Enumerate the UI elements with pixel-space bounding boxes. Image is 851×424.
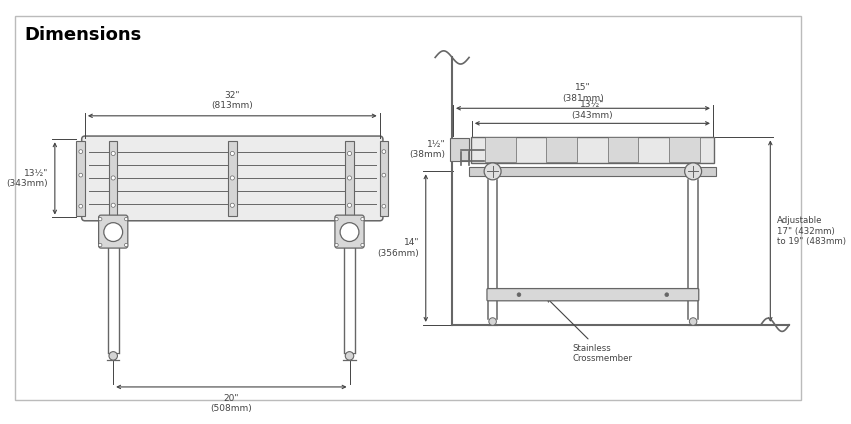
Bar: [471, 137, 714, 163]
Circle shape: [347, 151, 351, 156]
Circle shape: [79, 173, 83, 177]
Bar: [546, 137, 577, 162]
Text: 20"
(508mm): 20" (508mm): [210, 393, 252, 413]
Circle shape: [665, 293, 669, 296]
Bar: [228, 141, 237, 216]
FancyBboxPatch shape: [99, 215, 128, 248]
Text: 1½"
(38mm): 1½" (38mm): [409, 140, 446, 159]
Bar: [77, 141, 85, 216]
Circle shape: [79, 150, 83, 153]
Circle shape: [347, 176, 351, 180]
Text: Adjustable
17" (432mm)
to 19" (483mm): Adjustable 17" (432mm) to 19" (483mm): [777, 216, 846, 246]
Bar: [450, 138, 469, 161]
Bar: [346, 141, 354, 216]
Circle shape: [79, 204, 83, 208]
Circle shape: [231, 151, 234, 156]
Text: Dimensions: Dimensions: [25, 26, 142, 45]
Circle shape: [361, 218, 364, 221]
Circle shape: [111, 203, 115, 207]
Circle shape: [99, 243, 102, 247]
FancyBboxPatch shape: [335, 215, 364, 248]
Circle shape: [347, 203, 351, 207]
Bar: [469, 167, 716, 176]
Bar: [608, 137, 638, 162]
FancyBboxPatch shape: [487, 289, 699, 301]
Circle shape: [382, 204, 386, 208]
Circle shape: [334, 218, 338, 221]
Circle shape: [231, 176, 234, 180]
FancyBboxPatch shape: [82, 136, 383, 221]
Text: 32"
(813mm): 32" (813mm): [211, 91, 254, 110]
Bar: [669, 137, 700, 162]
Circle shape: [109, 351, 117, 360]
Circle shape: [231, 203, 234, 207]
Circle shape: [488, 318, 496, 325]
Circle shape: [124, 243, 128, 247]
Circle shape: [99, 218, 102, 221]
Circle shape: [111, 176, 115, 180]
Circle shape: [334, 243, 338, 247]
Circle shape: [685, 163, 701, 180]
Circle shape: [689, 318, 697, 325]
Circle shape: [382, 150, 386, 153]
Text: Stainless
Crossmember: Stainless Crossmember: [547, 298, 632, 363]
Bar: [485, 137, 516, 162]
Circle shape: [517, 293, 521, 296]
Circle shape: [361, 243, 364, 247]
Bar: [380, 141, 388, 216]
Circle shape: [104, 223, 123, 242]
Text: 14"
(356mm): 14" (356mm): [378, 238, 420, 258]
Circle shape: [484, 163, 501, 180]
Text: 13½"
(343mm): 13½" (343mm): [7, 169, 49, 188]
Circle shape: [382, 173, 386, 177]
Circle shape: [124, 218, 128, 221]
Circle shape: [111, 151, 115, 156]
Circle shape: [346, 351, 354, 360]
Circle shape: [340, 223, 359, 242]
Text: 13½"
(343mm): 13½" (343mm): [572, 100, 614, 120]
Bar: [109, 141, 117, 216]
Text: 15"
(381mm): 15" (381mm): [563, 83, 604, 103]
